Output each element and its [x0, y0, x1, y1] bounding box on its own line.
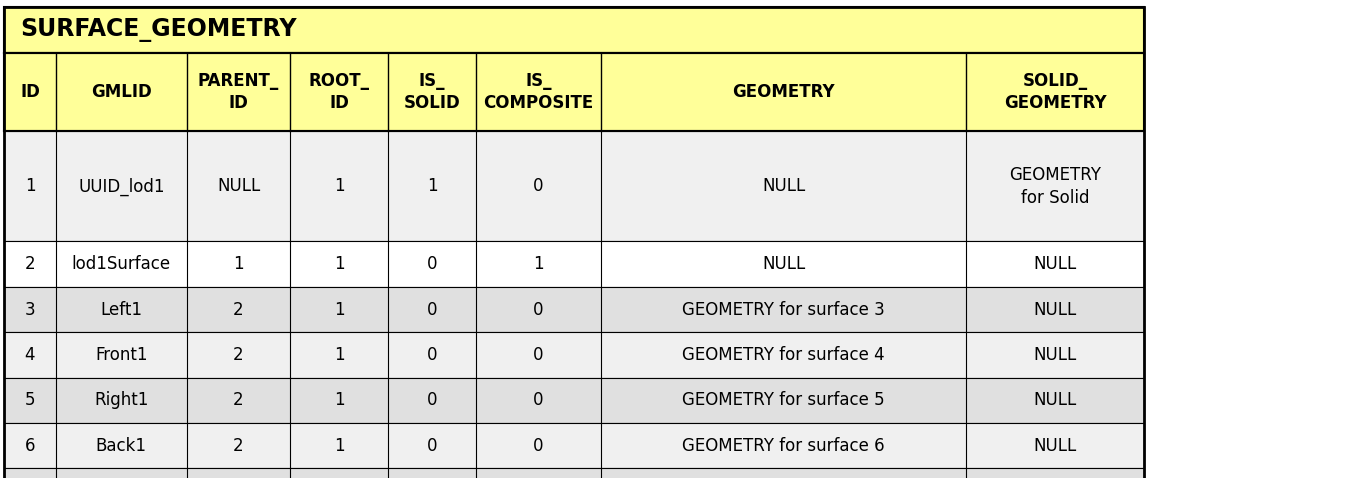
- Text: GEOMETRY for surface 4: GEOMETRY for surface 4: [683, 346, 885, 364]
- Text: GEOMETRY for surface 6: GEOMETRY for surface 6: [683, 437, 885, 455]
- Text: 0: 0: [427, 391, 438, 409]
- Text: 1: 1: [25, 177, 35, 196]
- Text: 0: 0: [427, 437, 438, 455]
- Text: IS_
COMPOSITE: IS_ COMPOSITE: [484, 72, 593, 112]
- Bar: [4, 131, 1144, 241]
- Bar: [4, 7, 1144, 478]
- Text: NULL: NULL: [1033, 301, 1077, 318]
- Bar: [4, 287, 1144, 332]
- Text: NULL: NULL: [217, 177, 260, 196]
- Text: GEOMETRY: GEOMETRY: [732, 83, 836, 101]
- Text: IS_
SOLID: IS_ SOLID: [403, 72, 461, 112]
- Bar: [4, 423, 1144, 468]
- Text: 2: 2: [25, 255, 35, 273]
- Bar: [4, 332, 1144, 378]
- Text: 0: 0: [427, 255, 438, 273]
- Text: 0: 0: [533, 177, 544, 196]
- Text: GMLID: GMLID: [91, 83, 151, 101]
- Text: 6: 6: [25, 437, 35, 455]
- Text: 2: 2: [233, 301, 244, 318]
- Text: 1: 1: [334, 301, 345, 318]
- Text: 0: 0: [533, 301, 544, 318]
- Text: 0: 0: [533, 437, 544, 455]
- Text: lod1Surface: lod1Surface: [72, 255, 170, 273]
- Text: 1: 1: [334, 177, 345, 196]
- Bar: [4, 468, 1144, 478]
- Text: Back1: Back1: [95, 437, 147, 455]
- Text: Right1: Right1: [94, 391, 149, 409]
- Text: 0: 0: [427, 346, 438, 364]
- Text: NULL: NULL: [1033, 346, 1077, 364]
- Text: SOLID_
GEOMETRY: SOLID_ GEOMETRY: [1003, 72, 1107, 112]
- Text: 1: 1: [533, 255, 544, 273]
- Text: Left1: Left1: [101, 301, 142, 318]
- Text: 1: 1: [334, 346, 345, 364]
- Text: GEOMETRY for surface 3: GEOMETRY for surface 3: [683, 301, 885, 318]
- Text: NULL: NULL: [762, 177, 806, 196]
- Text: GEOMETRY for surface 5: GEOMETRY for surface 5: [683, 391, 885, 409]
- Text: 0: 0: [427, 301, 438, 318]
- Text: 3: 3: [25, 301, 35, 318]
- Text: ROOT_
ID: ROOT_ ID: [309, 72, 369, 112]
- Text: NULL: NULL: [762, 255, 806, 273]
- Bar: [4, 7, 1144, 53]
- Text: 1: 1: [334, 391, 345, 409]
- Text: 1: 1: [427, 177, 438, 196]
- Text: NULL: NULL: [1033, 437, 1077, 455]
- Text: 4: 4: [25, 346, 35, 364]
- Text: 0: 0: [533, 391, 544, 409]
- Text: SURFACE_GEOMETRY: SURFACE_GEOMETRY: [20, 18, 297, 42]
- Text: NULL: NULL: [1033, 391, 1077, 409]
- Text: 1: 1: [233, 255, 244, 273]
- Text: 2: 2: [233, 437, 244, 455]
- Text: 5: 5: [25, 391, 35, 409]
- Text: 0: 0: [533, 346, 544, 364]
- Text: 2: 2: [233, 391, 244, 409]
- Text: PARENT_
ID: PARENT_ ID: [198, 72, 279, 112]
- Text: 1: 1: [334, 255, 345, 273]
- Bar: [4, 53, 1144, 131]
- Bar: [4, 378, 1144, 423]
- Text: ID: ID: [20, 83, 40, 101]
- Bar: [4, 241, 1144, 287]
- Text: NULL: NULL: [1033, 255, 1077, 273]
- Text: UUID_lod1: UUID_lod1: [78, 177, 165, 196]
- Text: 2: 2: [233, 346, 244, 364]
- Text: GEOMETRY
for Solid: GEOMETRY for Solid: [1009, 166, 1101, 206]
- Text: 1: 1: [334, 437, 345, 455]
- Text: Front1: Front1: [95, 346, 147, 364]
